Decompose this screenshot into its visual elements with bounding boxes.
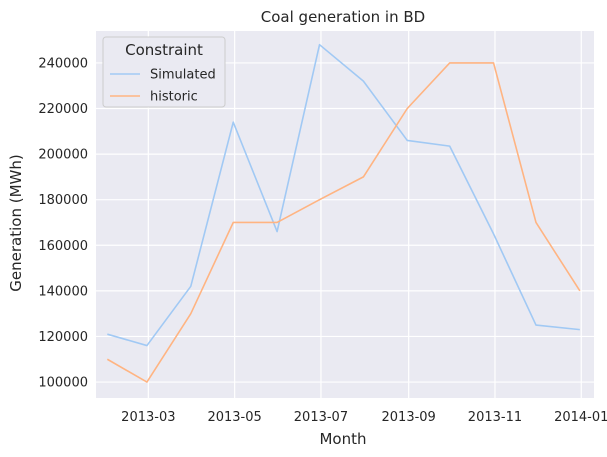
- x-tick-label: 2013-05: [207, 410, 261, 425]
- legend-entry-label: historic: [150, 90, 198, 105]
- y-tick-label: 160000: [38, 239, 88, 254]
- series-layer: [106, 43, 581, 383]
- chart-title: Coal generation in BD: [261, 8, 425, 26]
- x-axis-label: Month: [319, 430, 366, 448]
- y-tick-label: 120000: [38, 330, 88, 345]
- legend-title: Constraint: [125, 41, 203, 59]
- legend: Constraint Simulated historic: [102, 36, 226, 108]
- y-axis-label: Generation (MWh): [7, 154, 25, 291]
- y-tick-label: 240000: [38, 56, 88, 71]
- series-line-historic: [106, 62, 581, 383]
- y-tick-label: 140000: [38, 284, 88, 299]
- x-tick-label: 2013-03: [121, 410, 175, 425]
- y-tick-label: 100000: [38, 376, 88, 391]
- y-axis-ticks: 100000 120000 140000 160000 180000 200000 2200…: [38, 56, 88, 390]
- x-tick-label: 2013-07: [294, 410, 348, 425]
- legend-box: [102, 36, 226, 108]
- x-tick-label: 2013-11: [468, 410, 522, 425]
- x-tick-label: 2013-09: [382, 410, 436, 425]
- legend-items: Simulated historic: [110, 68, 216, 105]
- x-tick-label: 2014-01: [554, 410, 607, 425]
- x-axis-ticks: 2013-03 2013-05 2013-07 2013-09 2013-11 2014-…: [121, 410, 607, 425]
- series-line-simulated: [107, 43, 580, 347]
- y-tick-label: 180000: [38, 193, 88, 208]
- y-tick-label: 200000: [38, 148, 88, 163]
- y-tick-label: 220000: [38, 102, 88, 117]
- legend-entry-label: Simulated: [150, 68, 216, 83]
